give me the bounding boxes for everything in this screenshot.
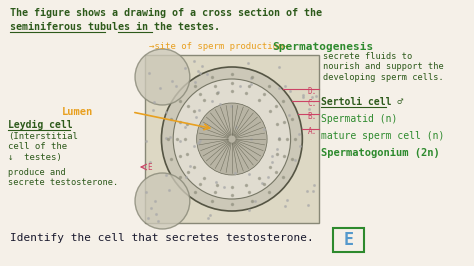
Text: The figure shows a drawing of a cross section of the: The figure shows a drawing of a cross se… [10,8,322,18]
Text: secrete fluids to
nourish and support the
developing sperm cells.: secrete fluids to nourish and support th… [323,52,444,82]
Circle shape [135,49,190,105]
Text: E: E [148,163,152,172]
Text: Lumen: Lumen [62,107,93,117]
Text: E: E [343,231,353,249]
Text: Spermatogonium (2n): Spermatogonium (2n) [321,148,440,158]
Text: produce and
secrete testosterone.: produce and secrete testosterone. [8,168,118,188]
Text: (Interstitial
cell of the
↓  testes): (Interstitial cell of the ↓ testes) [8,132,78,162]
Circle shape [135,173,190,229]
Circle shape [162,67,302,211]
Circle shape [173,79,291,199]
Text: D:: D: [308,87,317,96]
Bar [333,228,364,252]
Text: Sertoli cell ♂: Sertoli cell ♂ [321,97,403,107]
Text: Spermatid (n): Spermatid (n) [321,114,397,124]
Text: B:: B: [308,112,317,121]
Bar [145,55,319,223]
Text: Leydig cell: Leydig cell [8,120,73,130]
Circle shape [197,103,267,175]
Text: →site of sperm production→: →site of sperm production→ [149,42,289,51]
Text: C:: C: [308,99,317,108]
Text: A:: A: [308,127,317,136]
Text: seminiferous tubules in the testes.: seminiferous tubules in the testes. [10,22,220,32]
Text: Identify the cell that secretes testosterone.: Identify the cell that secretes testoste… [10,233,313,243]
Text: mature sperm cell (n): mature sperm cell (n) [321,131,444,141]
Text: Spermatogenesis: Spermatogenesis [272,42,373,52]
